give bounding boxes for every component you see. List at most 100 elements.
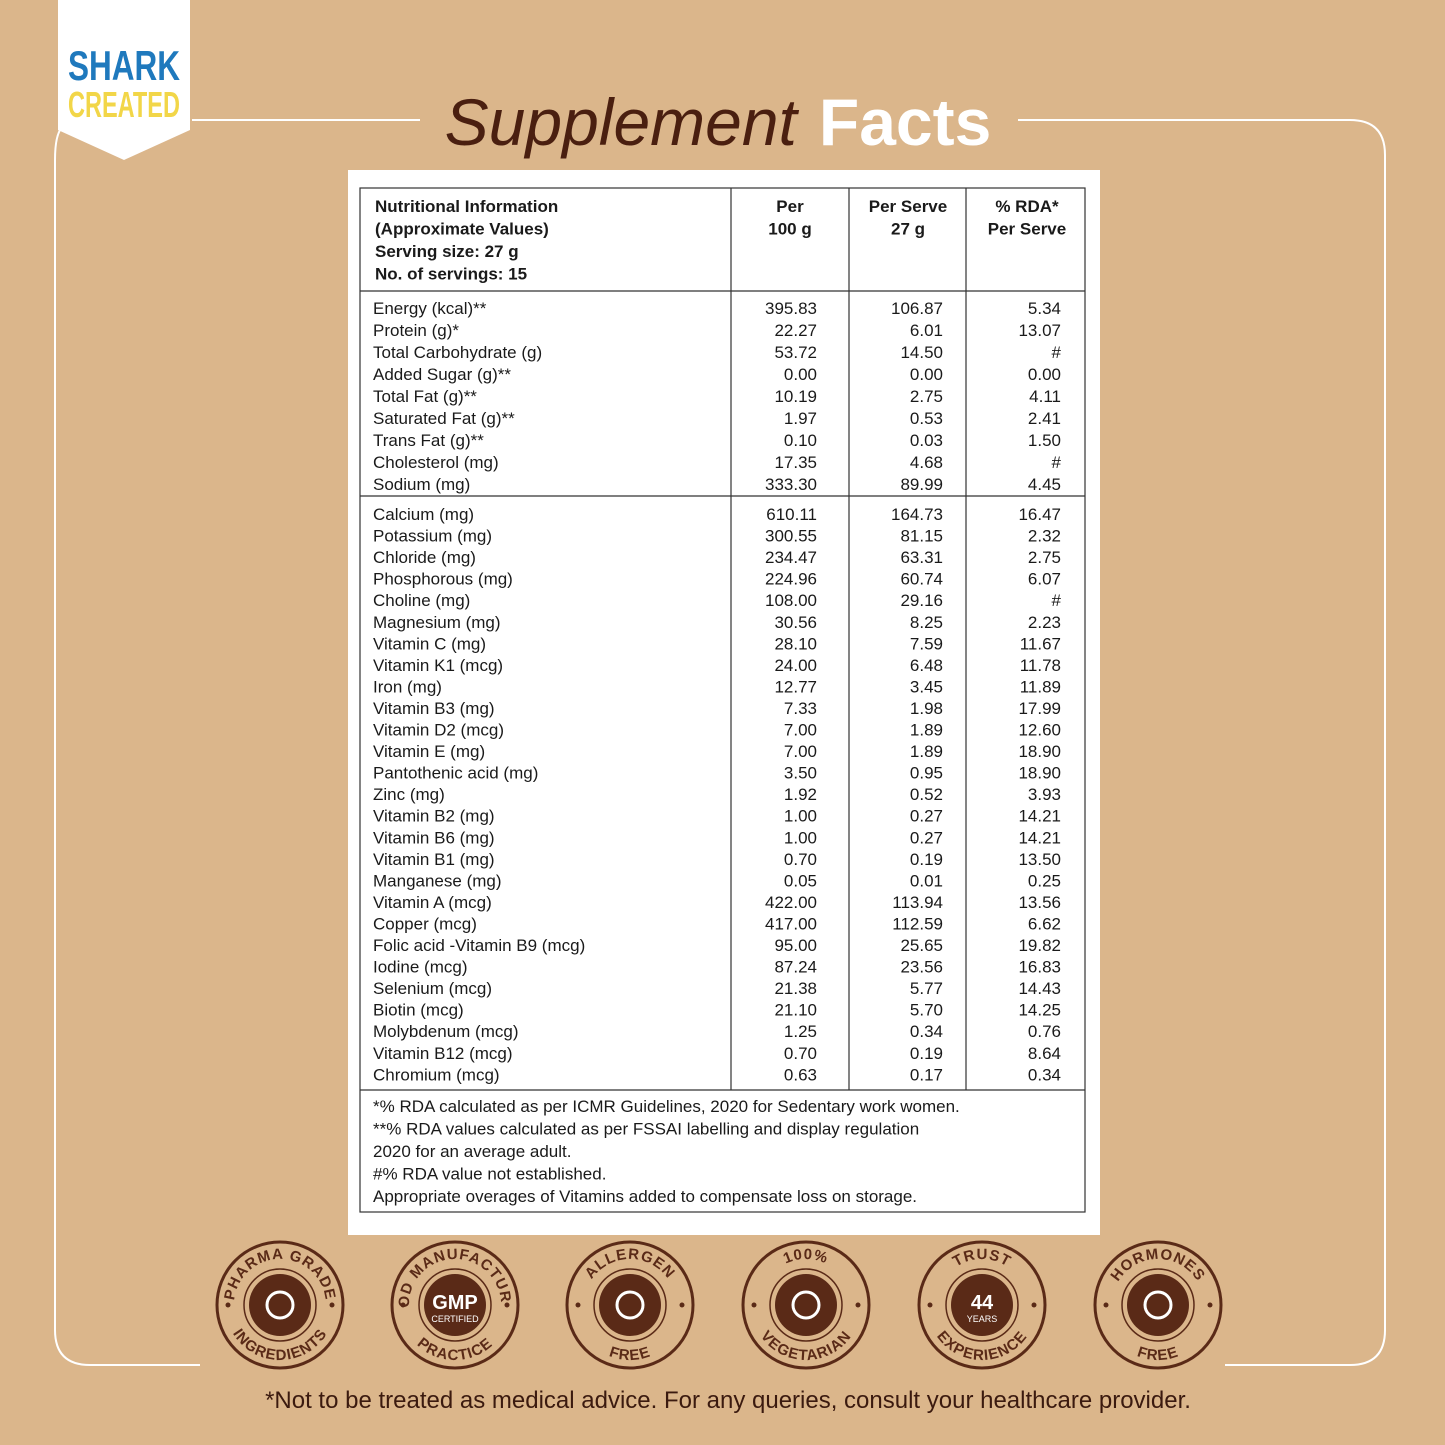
title-bold: Facts <box>819 85 991 159</box>
nutrient-value: 2.32 <box>1028 527 1061 546</box>
nutrient-value: 14.50 <box>900 343 943 362</box>
badge-inner-ring <box>243 1268 317 1342</box>
nutrient-value: 417.00 <box>765 914 817 933</box>
nutrient-value: 2.75 <box>910 387 943 406</box>
badge-icon <box>615 1290 645 1320</box>
nutrient-value: 0.95 <box>910 764 943 783</box>
nutrient-value: 63.31 <box>900 548 943 567</box>
nutrient-value: 0.27 <box>910 807 943 826</box>
badge-center-main: GMP <box>432 1292 478 1314</box>
nutrient-name: Biotin (mcg) <box>373 1001 464 1020</box>
nutrient-value: 7.59 <box>910 634 943 653</box>
nutrient-value: 610.11 <box>766 505 817 524</box>
nutrient-value: 87.24 <box>774 958 817 977</box>
frame <box>54 119 1386 1366</box>
nutrient-name: Vitamin E (mg) <box>373 742 485 761</box>
badge-ring <box>565 1240 695 1370</box>
nutrient-name: Iodine (mcg) <box>373 958 467 977</box>
nutrient-value: 21.10 <box>774 1001 817 1020</box>
badge-dot <box>575 1302 581 1308</box>
nutrient-name: Vitamin B12 (mcg) <box>373 1044 513 1063</box>
header-cell: % RDA* <box>995 197 1059 216</box>
badge-core <box>249 1274 311 1336</box>
nutrient-value: 1.00 <box>784 807 817 826</box>
nutrient-value: 24.00 <box>774 656 817 675</box>
nutrient-value: 14.43 <box>1018 979 1061 998</box>
nutrient-value: 5.70 <box>910 1001 943 1020</box>
table-rules <box>360 188 1085 1091</box>
badge-dot <box>1103 1302 1109 1308</box>
nutrient-name: Zinc (mg) <box>373 785 445 804</box>
nutrient-value: 29.16 <box>900 591 943 610</box>
nutrient-value: 14.21 <box>1018 828 1061 847</box>
nutrient-value: 4.11 <box>1029 387 1061 406</box>
nutrient-name: Total Carbohydrate (g) <box>373 343 542 362</box>
nutrient-name: Choline (mg) <box>373 591 470 610</box>
nutrient-name: Added Sugar (g)** <box>373 365 511 384</box>
nutrient-value: # <box>1052 591 1062 610</box>
nutrient-name: Vitamin B3 (mg) <box>373 699 495 718</box>
badge-inner-ring <box>769 1268 843 1342</box>
nutrient-value: 53.72 <box>774 343 817 362</box>
nutrient-name: Selenium (mcg) <box>373 979 492 998</box>
nutrient-value: 1.89 <box>910 721 943 740</box>
badge-dot <box>679 1302 685 1308</box>
logo-line: CREATED <box>68 84 180 125</box>
nutrient-value: 5.77 <box>910 979 943 998</box>
badge-core <box>951 1274 1013 1336</box>
nutrient-value: 14.25 <box>1018 1001 1061 1020</box>
badge-core <box>424 1274 486 1336</box>
badge-dot <box>329 1302 335 1308</box>
badge-dot <box>855 1302 861 1308</box>
header-cell: 100 g <box>768 220 811 239</box>
title-light: Supplement <box>445 85 800 159</box>
nutrient-value: 0.03 <box>910 431 943 450</box>
nutrient-name: Vitamin K1 (mcg) <box>373 656 503 675</box>
nutrient-value: 12.60 <box>1018 721 1061 740</box>
nutrient-value: 164.73 <box>891 505 943 524</box>
badge-ring <box>390 1240 520 1370</box>
badge-core <box>1127 1274 1189 1336</box>
nutrient-value: 8.64 <box>1028 1044 1061 1063</box>
badge-center-main: 44 <box>971 1292 994 1314</box>
nutrient-value: 0.00 <box>1028 365 1061 384</box>
nutrient-name: Chromium (mcg) <box>373 1065 500 1084</box>
nutrient-value: 0.34 <box>910 1022 943 1041</box>
nutrient-value: 0.70 <box>784 850 817 869</box>
nutrient-value: 7.00 <box>784 742 817 761</box>
nutrient-value: 395.83 <box>765 299 817 318</box>
badge-dot <box>504 1302 510 1308</box>
nutrient-value: 6.48 <box>910 656 943 675</box>
nutrient-value: 7.33 <box>784 699 817 718</box>
badge-dot <box>1031 1302 1037 1308</box>
nutrient-value: 11.67 <box>1020 634 1061 653</box>
nutrient-value: 30.56 <box>774 613 817 632</box>
nutrient-name: Potassium (mg) <box>373 527 492 546</box>
nutrient-value: # <box>1052 453 1062 472</box>
nutrient-value: 0.34 <box>1028 1065 1061 1084</box>
nutrient-value: 3.50 <box>784 764 817 783</box>
nutrient-value: 0.01 <box>910 871 943 890</box>
nutrient-value: 3.93 <box>1028 785 1061 804</box>
header-cell: Per Serve <box>869 197 947 216</box>
nutrient-name: Vitamin D2 (mcg) <box>373 721 504 740</box>
nutrient-value: 6.07 <box>1028 570 1061 589</box>
nutrient-name: Molybdenum (mcg) <box>373 1022 519 1041</box>
badge-ring <box>1093 1240 1223 1370</box>
nutrient-value: 28.10 <box>774 634 817 653</box>
nutrient-value: 300.55 <box>765 527 817 546</box>
nutrient-value: 25.65 <box>900 936 943 955</box>
table-border <box>359 187 1086 1213</box>
nutrient-value: 106.87 <box>891 299 943 318</box>
footnote: **% RDA values calculated as per FSSAI l… <box>373 1120 919 1139</box>
nutrient-value: 1.97 <box>784 409 817 428</box>
nutrient-value: 0.19 <box>910 850 943 869</box>
nutrient-name: Cholesterol (mg) <box>373 453 499 472</box>
nutrient-value: 10.19 <box>774 387 817 406</box>
badge-inner-ring <box>418 1268 492 1342</box>
nutrient-value: 7.00 <box>784 721 817 740</box>
nutrient-name: Saturated Fat (g)** <box>373 409 515 428</box>
badge-top-label: 100% <box>781 1246 830 1267</box>
nutrient-value: 0.53 <box>910 409 943 428</box>
badge-center-sub: CERTIFIED <box>431 1314 479 1324</box>
